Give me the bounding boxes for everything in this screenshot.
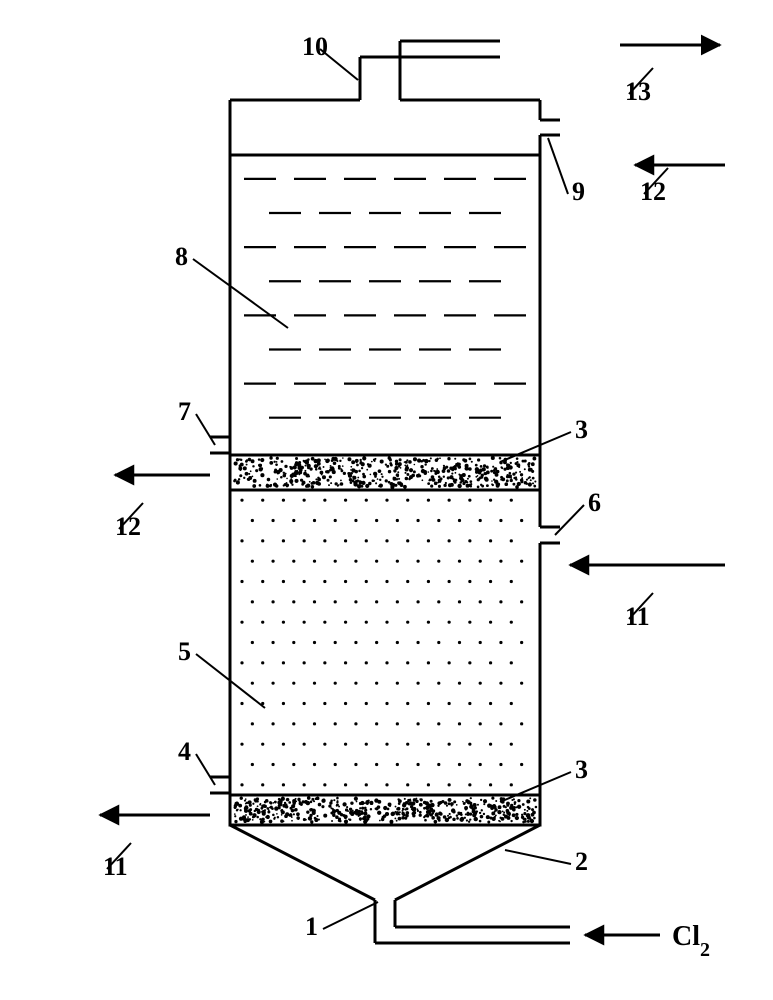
label-6: 6	[555, 488, 601, 535]
label-2: 2	[505, 847, 588, 876]
svg-text:4: 4	[178, 737, 191, 766]
svg-text:2: 2	[575, 847, 588, 876]
label-9: 9	[548, 138, 585, 206]
label-10: 10	[302, 32, 358, 80]
label-11-right: 11	[625, 593, 653, 631]
svg-text:3: 3	[575, 755, 588, 784]
svg-text:9: 9	[572, 177, 585, 206]
label-1: 1	[305, 902, 378, 941]
label-11-left: 11	[103, 843, 131, 881]
cl2-label: Cl2	[672, 921, 710, 961]
svg-text:12: 12	[640, 177, 666, 206]
svg-text:3: 3	[575, 415, 588, 444]
svg-text:7: 7	[178, 397, 191, 426]
svg-text:11: 11	[625, 602, 650, 631]
reactor-diagram: 1233456789101111121213Cl2	[0, 0, 773, 1000]
label-7: 7	[178, 397, 215, 445]
lower-dotted-zone	[240, 499, 523, 787]
upper-packing-zone	[244, 179, 526, 418]
svg-text:11: 11	[103, 852, 128, 881]
svg-text:13: 13	[625, 77, 651, 106]
label-12-left: 12	[115, 503, 143, 541]
top-outlet-pipe	[360, 41, 720, 100]
label-5: 5	[178, 637, 265, 708]
svg-text:5: 5	[178, 637, 191, 666]
svg-text:10: 10	[302, 32, 328, 61]
svg-text:8: 8	[175, 242, 188, 271]
label-13: 13	[625, 68, 653, 106]
distributor-lower	[230, 795, 540, 825]
distributor-upper	[230, 455, 540, 490]
label-4: 4	[178, 737, 215, 785]
svg-text:1: 1	[305, 912, 318, 941]
svg-text:12: 12	[115, 512, 141, 541]
svg-text:6: 6	[588, 488, 601, 517]
bottom-inlet-pipe	[375, 900, 660, 943]
label-12-right: 12	[640, 168, 668, 206]
